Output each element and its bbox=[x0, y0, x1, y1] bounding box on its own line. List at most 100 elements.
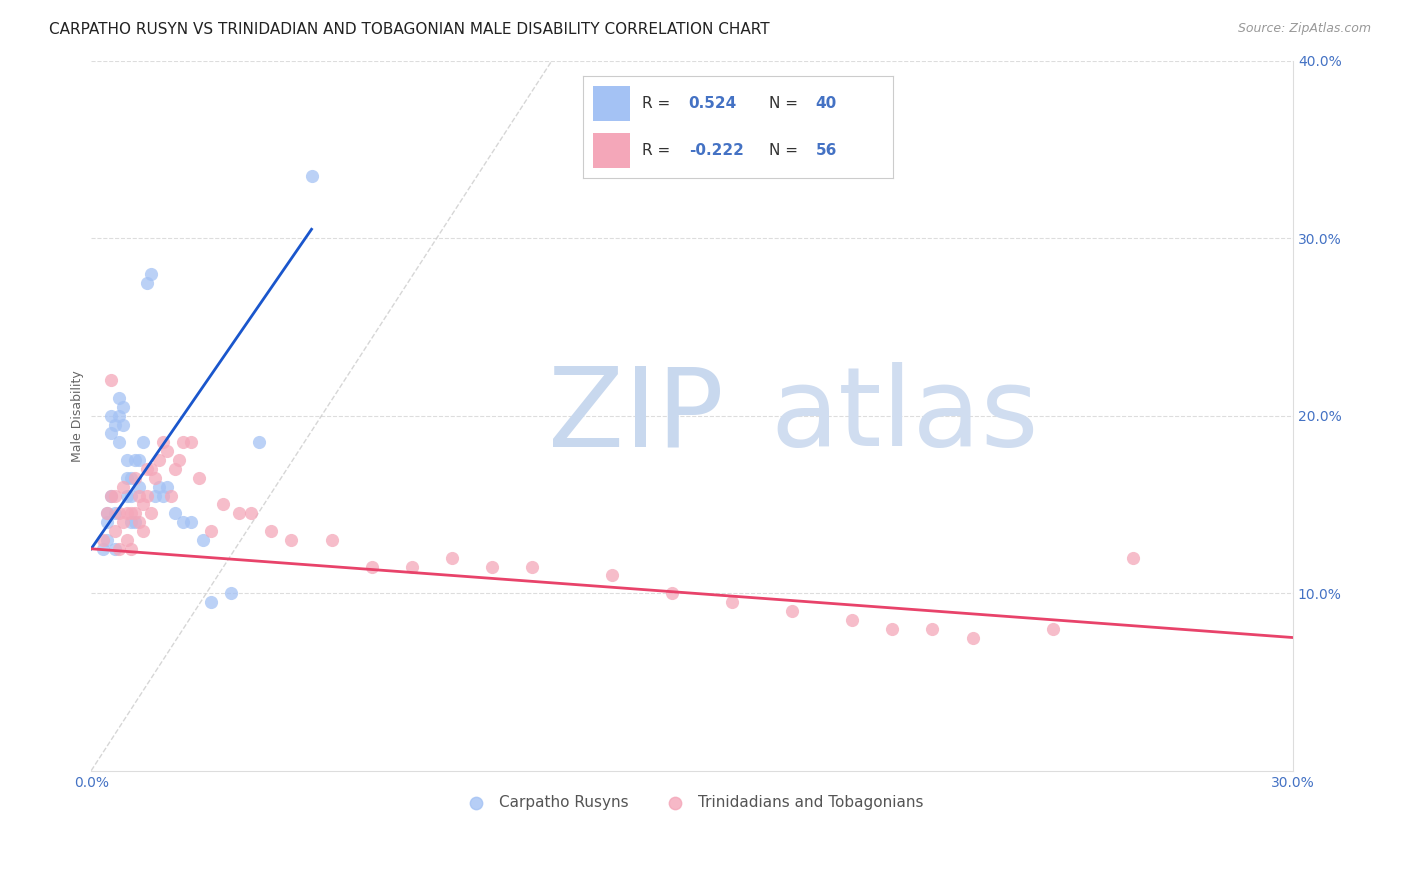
Legend: Carpatho Rusyns, Trinidadians and Tobagonians: Carpatho Rusyns, Trinidadians and Tobago… bbox=[456, 789, 929, 816]
Text: atlas: atlas bbox=[770, 362, 1039, 469]
Point bbox=[136, 489, 159, 503]
Point bbox=[132, 524, 155, 538]
Point bbox=[112, 400, 135, 414]
Point bbox=[124, 515, 146, 529]
Point bbox=[156, 480, 179, 494]
Point bbox=[120, 506, 142, 520]
Point bbox=[520, 559, 543, 574]
Point bbox=[169, 453, 191, 467]
Point bbox=[120, 489, 142, 503]
Point bbox=[104, 417, 127, 432]
Point bbox=[721, 595, 744, 609]
Text: N =: N = bbox=[769, 96, 803, 111]
Text: -0.222: -0.222 bbox=[689, 144, 744, 158]
Point bbox=[1042, 622, 1064, 636]
Point bbox=[401, 559, 423, 574]
Point bbox=[321, 533, 343, 547]
Point bbox=[124, 453, 146, 467]
Text: 0.524: 0.524 bbox=[689, 96, 737, 111]
Text: 40: 40 bbox=[815, 96, 837, 111]
Point bbox=[143, 489, 166, 503]
Point bbox=[100, 489, 122, 503]
Point bbox=[104, 524, 127, 538]
Point bbox=[160, 489, 183, 503]
Point bbox=[962, 631, 984, 645]
Text: 56: 56 bbox=[815, 144, 837, 158]
Point bbox=[193, 533, 215, 547]
Point bbox=[91, 533, 114, 547]
Point bbox=[882, 622, 904, 636]
Point bbox=[108, 541, 131, 556]
Point bbox=[108, 506, 131, 520]
Point bbox=[172, 435, 194, 450]
Point bbox=[132, 497, 155, 511]
FancyBboxPatch shape bbox=[593, 87, 630, 121]
Point bbox=[100, 426, 122, 441]
Point bbox=[440, 550, 463, 565]
Point bbox=[104, 506, 127, 520]
Point bbox=[136, 276, 159, 290]
Point bbox=[481, 559, 503, 574]
Point bbox=[115, 471, 138, 485]
Point bbox=[108, 391, 131, 405]
Point bbox=[148, 453, 170, 467]
Point bbox=[661, 586, 683, 600]
Point bbox=[91, 541, 114, 556]
Point bbox=[249, 435, 271, 450]
Point bbox=[141, 506, 163, 520]
Text: R =: R = bbox=[643, 144, 675, 158]
Point bbox=[124, 506, 146, 520]
Point bbox=[301, 169, 323, 183]
Point bbox=[132, 435, 155, 450]
Point bbox=[136, 462, 159, 476]
Point bbox=[115, 533, 138, 547]
Point bbox=[128, 515, 150, 529]
Text: Source: ZipAtlas.com: Source: ZipAtlas.com bbox=[1237, 22, 1371, 36]
Point bbox=[112, 515, 135, 529]
Text: N =: N = bbox=[769, 144, 803, 158]
Point bbox=[188, 471, 211, 485]
Point bbox=[200, 524, 222, 538]
Point bbox=[100, 373, 122, 387]
Point bbox=[228, 506, 250, 520]
Point bbox=[260, 524, 283, 538]
Point bbox=[112, 417, 135, 432]
Point bbox=[100, 489, 122, 503]
Point bbox=[96, 515, 118, 529]
Point bbox=[240, 506, 263, 520]
Point bbox=[141, 267, 163, 281]
Point bbox=[120, 541, 142, 556]
Point bbox=[112, 480, 135, 494]
Point bbox=[128, 489, 150, 503]
Point bbox=[124, 471, 146, 485]
Point bbox=[120, 471, 142, 485]
Point bbox=[108, 435, 131, 450]
Point bbox=[841, 613, 863, 627]
Point bbox=[96, 533, 118, 547]
Point bbox=[360, 559, 382, 574]
FancyBboxPatch shape bbox=[593, 133, 630, 168]
Point bbox=[108, 409, 131, 423]
Point bbox=[200, 595, 222, 609]
Point bbox=[120, 515, 142, 529]
Point bbox=[780, 604, 803, 618]
Point bbox=[152, 489, 174, 503]
Point bbox=[600, 568, 623, 582]
Point bbox=[115, 453, 138, 467]
Point bbox=[115, 489, 138, 503]
Point bbox=[1122, 550, 1144, 565]
Point bbox=[141, 462, 163, 476]
Point bbox=[156, 444, 179, 458]
Point bbox=[96, 506, 118, 520]
Point bbox=[180, 515, 202, 529]
Point bbox=[115, 506, 138, 520]
Point bbox=[128, 453, 150, 467]
Text: CARPATHO RUSYN VS TRINIDADIAN AND TOBAGONIAN MALE DISABILITY CORRELATION CHART: CARPATHO RUSYN VS TRINIDADIAN AND TOBAGO… bbox=[49, 22, 770, 37]
Point bbox=[104, 489, 127, 503]
Point bbox=[100, 409, 122, 423]
Point bbox=[165, 462, 187, 476]
Point bbox=[143, 471, 166, 485]
Point bbox=[96, 506, 118, 520]
Text: ZIP: ZIP bbox=[548, 362, 724, 469]
Point bbox=[104, 541, 127, 556]
